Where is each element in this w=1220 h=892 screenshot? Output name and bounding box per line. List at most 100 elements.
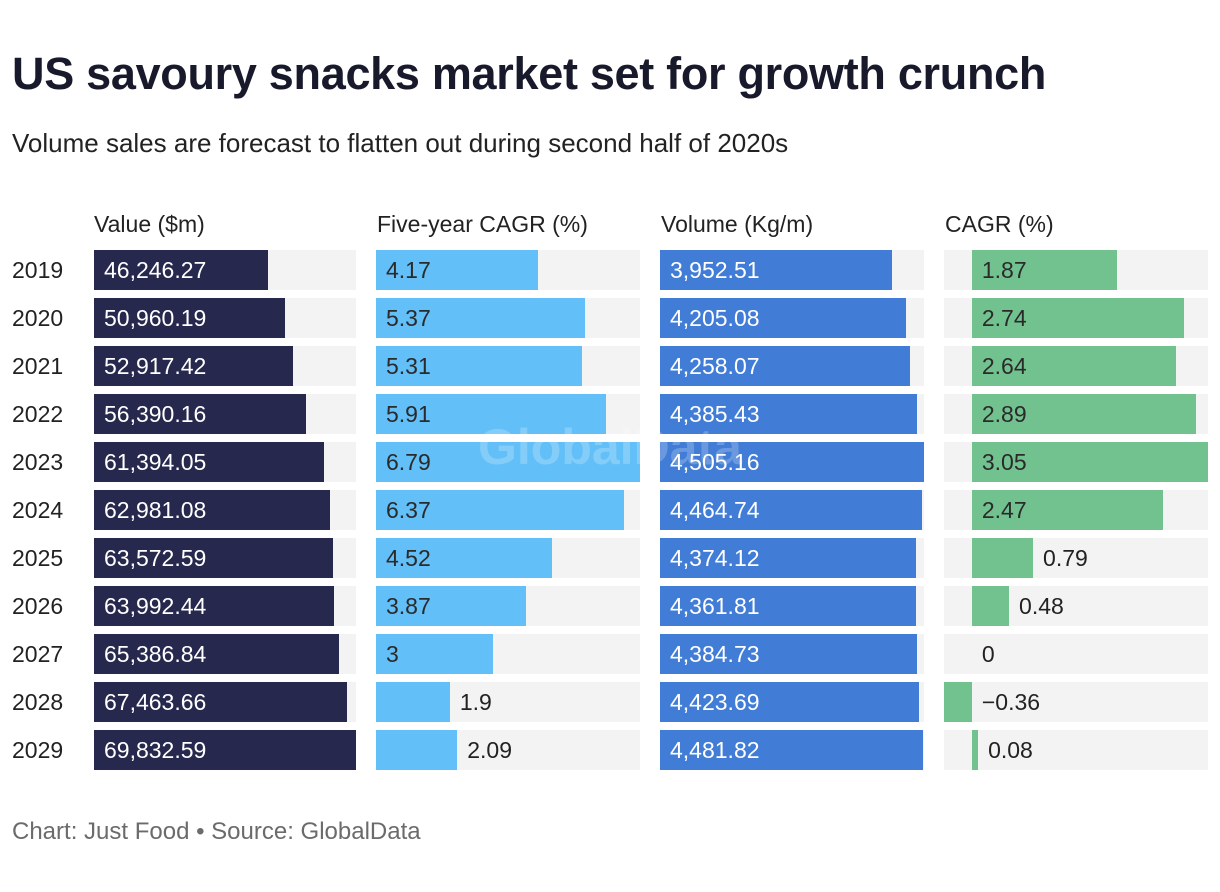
bar-value[interactable] [94,538,333,578]
bar-volume[interactable] [660,634,917,674]
bar-cagr5[interactable] [376,490,624,530]
bar-track-cagr: 1.87 [944,250,1208,290]
bar-volume[interactable] [660,682,920,722]
bar-label-value: 63,572.59 [104,545,207,571]
bar-track-cagr5: 4.17 [376,250,640,290]
bar-cagr[interactable] [971,490,1164,530]
row-year-label: 2021 [12,353,64,379]
bar-cagr5[interactable] [376,298,585,338]
bar-track-cagr: 0.79 [944,538,1208,578]
bar-label-value: 56,390.16 [104,401,207,427]
bar-track-volume: 4,385.43 [660,394,924,434]
bar-cagr5[interactable] [376,250,539,290]
bar-track-cagr5: 4.52 [376,538,640,578]
bar-value[interactable] [94,394,306,434]
bar-label-value: 62,981.08 [104,497,207,523]
bar-cagr[interactable] [971,730,979,770]
bar-volume[interactable] [660,730,923,770]
bar-track-cagr5: 3 [376,634,640,674]
bar-cagr5[interactable] [376,730,458,770]
bar-cagr5[interactable] [376,682,450,722]
bar-label-volume: 4,258.07 [670,353,760,379]
bar-label-cagr: 0 [981,641,995,667]
bar-label-value: 46,246.27 [104,257,207,283]
bar-cagr5[interactable] [376,394,606,434]
bar-label-value: 65,386.84 [104,641,207,667]
row-year-label: 2025 [12,545,64,571]
bar-track-cagr5: 1.9 [376,682,640,722]
bar-label-cagr5: 5.91 [386,401,431,427]
row-year-label: 2024 [12,497,64,523]
bar-cagr5[interactable] [376,634,493,674]
bar-cagr[interactable] [971,250,1117,290]
bar-cagr[interactable] [971,586,1010,626]
bar-label-cagr5: 5.31 [386,353,431,379]
row-year-label: 2022 [12,401,64,427]
bar-label-cagr5: 5.37 [386,305,431,331]
bar-value[interactable] [94,730,356,770]
bar-cagr5[interactable] [376,346,583,386]
bar-volume[interactable] [660,490,922,530]
bar-track-cagr: 3.05 [944,442,1208,482]
bar-volume[interactable] [660,346,910,386]
bar-cagr[interactable] [944,682,972,722]
row-year-label: 2026 [12,593,64,619]
bar-value[interactable] [94,346,293,386]
bar-track-value: 63,992.44 [94,586,356,626]
bar-cagr5[interactable] [376,586,527,626]
bar-label-cagr: 0.48 [1019,593,1064,619]
bar-volume[interactable] [660,394,917,434]
bar-cagr[interactable] [971,538,1034,578]
row-year-label: 2020 [12,305,64,331]
bar-track-value: 62,981.08 [94,490,356,530]
bar-track-cagr: 2.64 [944,346,1208,386]
row-year-label: 2029 [12,737,64,763]
bar-track-value: 46,246.27 [94,250,356,290]
bar-label-volume: 4,423.69 [670,689,760,715]
bar-track-cagr5: 5.91 [376,394,640,434]
bar-label-cagr: 0.79 [1043,545,1088,571]
bar-label-cagr5: 3 [386,641,399,667]
bar-cagr[interactable] [971,298,1184,338]
bar-cagr[interactable] [971,442,1208,482]
bar-track-cagr: 2.74 [944,298,1208,338]
bar-value[interactable] [94,682,348,722]
row-year-label: 2028 [12,689,64,715]
bar-track-value: 56,390.16 [94,394,356,434]
bar-volume[interactable] [660,250,892,290]
bar-value[interactable] [94,586,335,626]
bar-label-value: 50,960.19 [104,305,207,331]
bar-cagr[interactable] [971,346,1177,386]
bar-value[interactable] [94,250,268,290]
bar-track-cagr5: 3.87 [376,586,640,626]
bar-volume[interactable] [660,586,916,626]
bar-label-cagr: 2.74 [981,305,1027,331]
bar-track-value: 65,386.84 [94,634,356,674]
bar-label-cagr5: 4.52 [386,545,431,571]
bar-label-value: 52,917.42 [104,353,207,379]
row-year-label: 2027 [12,641,64,667]
bar-track-value: 63,572.59 [94,538,356,578]
bar-value[interactable] [94,490,331,530]
bar-volume[interactable] [660,298,907,338]
bar-label-cagr: 2.64 [981,353,1027,379]
bar-label-cagr5: 4.17 [386,257,431,283]
bar-track-value: 61,394.05 [94,442,356,482]
bar-cagr5[interactable] [376,538,552,578]
bar-label-volume: 4,374.12 [670,545,760,571]
bar-track-volume: 4,205.08 [660,298,924,338]
bar-track-cagr5: 6.37 [376,490,640,530]
bar-volume[interactable] [660,442,924,482]
bar-value[interactable] [94,634,340,674]
bar-volume[interactable] [660,538,917,578]
bar-label-cagr: 2.47 [981,497,1027,523]
bar-cagr5[interactable] [376,442,640,482]
bar-label-value: 63,992.44 [104,593,207,619]
bar-cagr[interactable] [971,394,1196,434]
bar-value[interactable] [94,298,286,338]
bar-value[interactable] [94,442,325,482]
bar-track-value: 50,960.19 [94,298,356,338]
bar-label-volume: 4,361.81 [670,593,760,619]
chart-subtitle: Volume sales are forecast to flatten out… [12,128,789,158]
bar-track-volume: 3,952.51 [660,250,924,290]
